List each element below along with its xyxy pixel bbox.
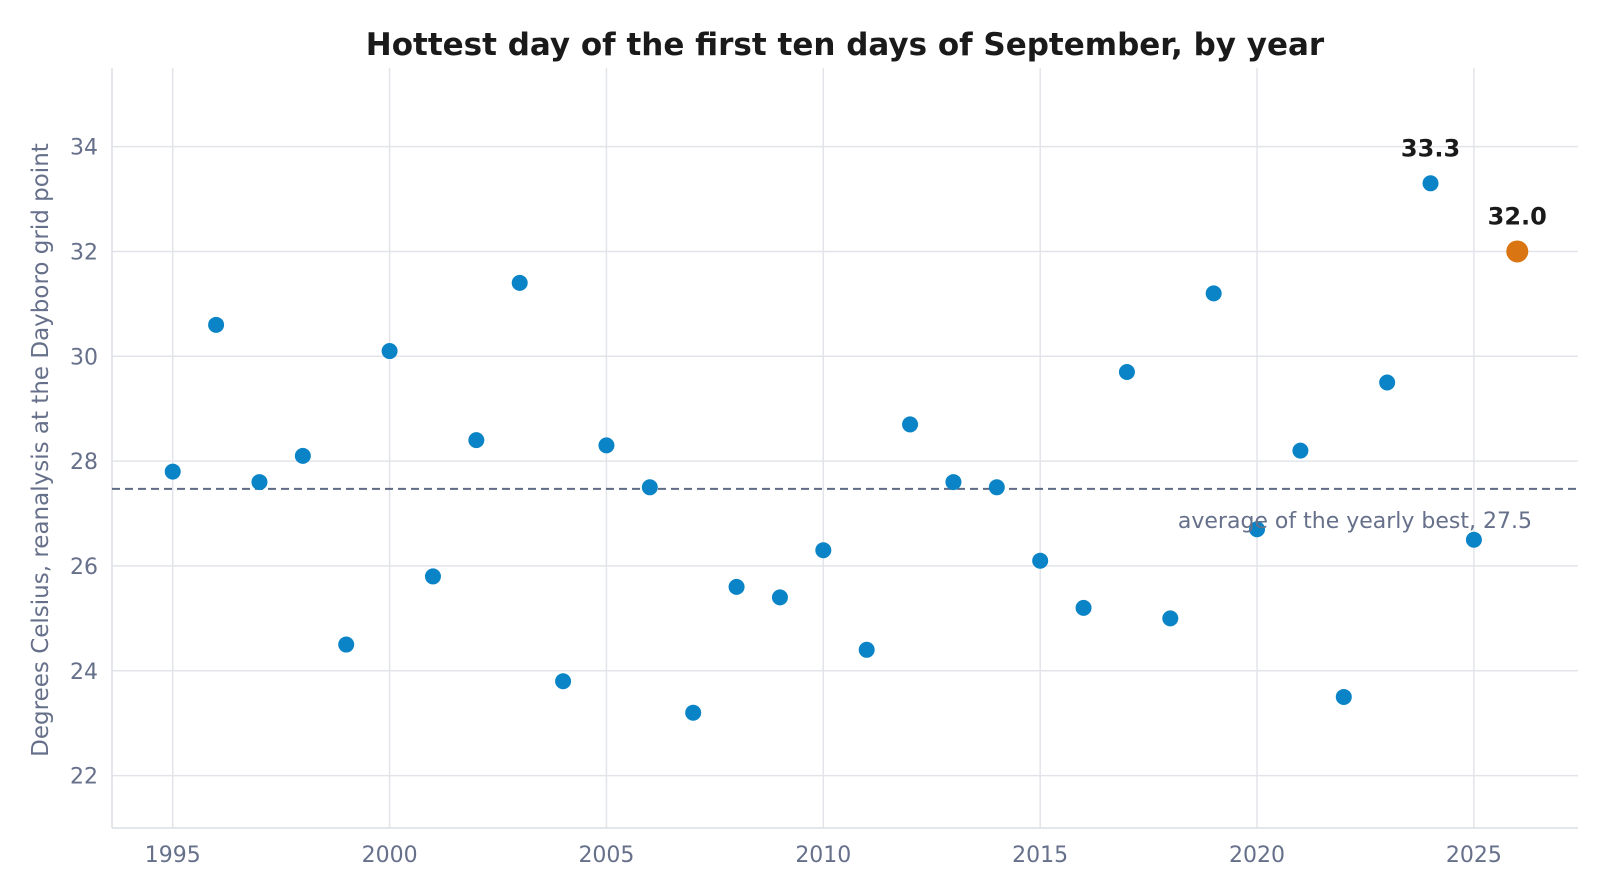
y-tick-label: 30 xyxy=(70,345,98,370)
data-point xyxy=(728,578,745,595)
mean-line-label: average of the yearly best, 27.5 xyxy=(1178,509,1532,534)
grid xyxy=(112,68,1578,828)
x-tick-label: 2020 xyxy=(1229,843,1285,868)
x-tick-label: 2010 xyxy=(795,843,851,868)
x-tick-label: 1995 xyxy=(145,843,201,868)
data-point xyxy=(251,474,268,491)
data-point xyxy=(164,463,181,480)
y-tick-label: 24 xyxy=(70,660,98,685)
data-point xyxy=(424,568,441,585)
data-point xyxy=(1465,531,1482,548)
data-point xyxy=(988,479,1005,496)
data-point xyxy=(511,274,528,291)
data-point xyxy=(1292,442,1309,459)
y-tick-label: 22 xyxy=(70,765,98,790)
data-labels: 33.3 32.0 xyxy=(1401,134,1547,230)
x-tick-label: 2000 xyxy=(362,843,418,868)
data-point xyxy=(1032,552,1049,569)
data-point xyxy=(598,437,615,454)
data-point xyxy=(294,447,311,464)
data-point xyxy=(208,316,225,333)
data-label: 32.0 xyxy=(1488,202,1547,230)
x-tick-label: 2005 xyxy=(578,843,634,868)
data-point xyxy=(555,673,572,690)
data-point xyxy=(1379,374,1396,391)
data-point xyxy=(685,704,702,721)
data-point xyxy=(1162,610,1179,627)
y-tick-label: 32 xyxy=(70,240,98,265)
data-label: 33.3 xyxy=(1401,134,1460,162)
data-point xyxy=(945,474,962,491)
data-point xyxy=(1249,521,1266,538)
data-point xyxy=(338,636,355,653)
data-point xyxy=(381,343,398,360)
x-tick-label: 2015 xyxy=(1012,843,1068,868)
x-tick-label: 2025 xyxy=(1446,843,1502,868)
data-point xyxy=(641,479,658,496)
tick-labels: 1995 2000 2005 2010 2015 2020 2025 22 24 26 28 30 32… xyxy=(70,136,1502,868)
data-point xyxy=(815,542,832,559)
y-tick-label: 26 xyxy=(70,555,98,580)
data-point xyxy=(1335,688,1352,705)
data-point xyxy=(902,416,919,433)
data-point xyxy=(1205,285,1222,302)
data-point xyxy=(858,641,875,658)
y-tick-label: 34 xyxy=(70,136,98,161)
data-points xyxy=(164,175,1529,721)
data-point xyxy=(468,432,485,449)
data-point xyxy=(1075,599,1092,616)
data-point xyxy=(1422,175,1439,192)
data-point xyxy=(771,589,788,606)
y-tick-label: 28 xyxy=(70,450,98,475)
data-point xyxy=(1118,364,1135,380)
y-axis-label: Degrees Celsius, reanalysis at the Daybo… xyxy=(28,143,54,757)
highlight-point xyxy=(1506,240,1529,263)
chart-title: Hottest day of the first ten days of Sep… xyxy=(366,27,1325,63)
